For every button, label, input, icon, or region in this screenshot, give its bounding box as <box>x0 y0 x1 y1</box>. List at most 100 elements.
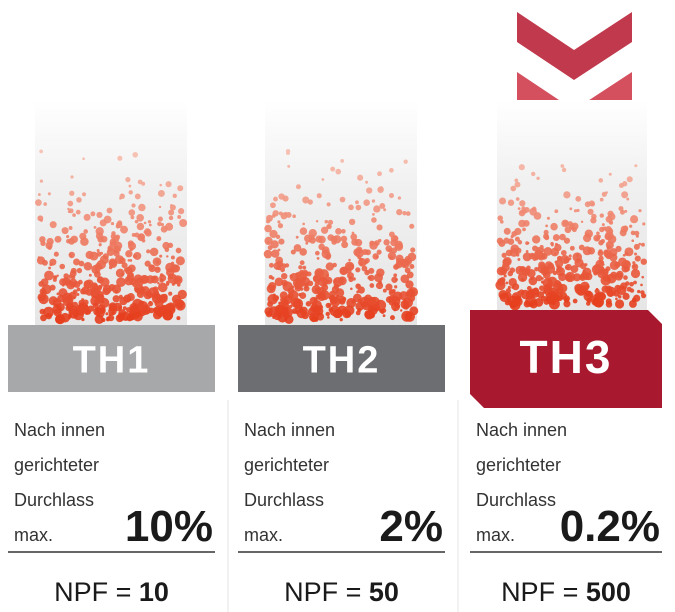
particle <box>536 275 542 281</box>
particle <box>303 271 309 277</box>
particle <box>149 308 155 314</box>
particle <box>315 282 320 287</box>
particle <box>333 309 342 318</box>
particle <box>525 241 529 245</box>
particle <box>138 180 143 185</box>
particle <box>56 274 58 276</box>
particle <box>408 287 418 297</box>
particle <box>122 262 128 268</box>
particle <box>627 287 632 292</box>
particle <box>316 220 318 222</box>
npf-label: NPF = <box>501 577 578 607</box>
particle <box>138 204 145 211</box>
particle <box>398 196 401 199</box>
particle <box>335 169 341 175</box>
particle <box>59 264 65 270</box>
particle <box>395 278 398 281</box>
particle <box>327 202 331 206</box>
particle <box>400 300 409 309</box>
particle <box>606 301 613 308</box>
particle <box>641 258 647 264</box>
particle <box>60 313 70 323</box>
particle <box>39 236 46 243</box>
particle <box>615 298 618 301</box>
particle <box>148 264 154 270</box>
particle <box>97 276 104 283</box>
particle <box>283 281 293 291</box>
particle <box>149 224 152 227</box>
particle <box>618 206 623 211</box>
particle <box>100 219 107 226</box>
particle <box>615 299 624 308</box>
particle <box>574 209 577 212</box>
particle <box>80 237 89 246</box>
particle <box>539 285 545 291</box>
particle <box>308 199 313 204</box>
particle <box>634 164 637 167</box>
leakage-value: 10% <box>125 502 213 551</box>
particle <box>69 226 73 230</box>
particle <box>62 227 69 234</box>
particle <box>335 228 342 235</box>
level-label: TH3 <box>520 331 613 383</box>
particle <box>302 223 305 226</box>
particle <box>642 222 645 225</box>
particle <box>120 261 123 264</box>
particle <box>614 285 621 292</box>
particle <box>365 181 368 184</box>
particle <box>389 168 394 173</box>
particle <box>341 229 346 234</box>
particle <box>146 249 150 253</box>
particle <box>152 293 162 303</box>
particle <box>364 260 368 264</box>
particle <box>156 267 159 270</box>
particle <box>510 186 516 192</box>
npf: NPF = 10 <box>54 577 169 607</box>
particle <box>355 239 363 247</box>
particle <box>547 217 550 220</box>
particle <box>409 306 418 315</box>
particle <box>409 264 414 269</box>
level-label: TH1 <box>73 340 151 382</box>
particle <box>282 307 293 318</box>
particle <box>626 198 629 201</box>
particle <box>519 200 525 206</box>
particle <box>168 243 173 248</box>
particle <box>70 175 73 178</box>
particle <box>165 223 173 231</box>
particle <box>84 214 91 221</box>
particle <box>333 279 338 284</box>
description-line: Durchlass <box>476 490 556 510</box>
particle <box>572 227 577 232</box>
particle <box>322 178 325 181</box>
particle <box>69 191 74 196</box>
particle <box>309 229 317 237</box>
particle <box>518 207 521 210</box>
particle <box>153 286 159 292</box>
particle <box>326 312 330 316</box>
particle <box>82 192 86 196</box>
particle <box>40 179 43 182</box>
particle <box>573 273 581 281</box>
particle <box>103 285 112 294</box>
particle <box>497 238 504 245</box>
particle <box>94 226 97 229</box>
particle <box>137 234 144 241</box>
particle <box>312 285 321 294</box>
particle <box>410 247 415 252</box>
particle <box>70 270 77 277</box>
particle <box>159 206 161 208</box>
particle <box>67 201 73 207</box>
particle <box>306 301 311 306</box>
description-line: max. <box>14 525 53 545</box>
particle <box>365 311 374 320</box>
particle <box>400 259 409 268</box>
particle <box>148 220 151 223</box>
particle <box>556 289 560 293</box>
particle <box>40 309 46 315</box>
leakage-value: 2% <box>379 502 443 551</box>
particle <box>394 303 400 309</box>
particle <box>168 210 174 216</box>
npf-value: 10 <box>139 577 169 607</box>
particle <box>561 255 570 264</box>
